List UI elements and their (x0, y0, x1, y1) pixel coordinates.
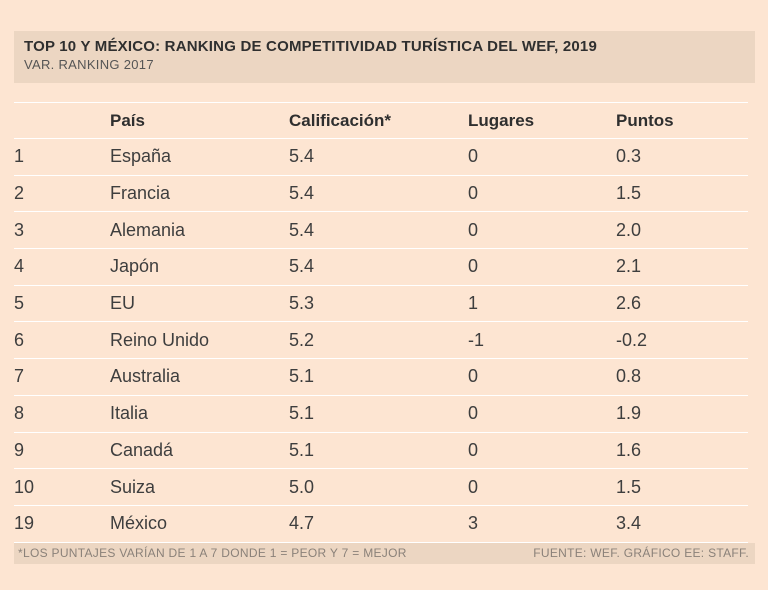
column-header-lugares: Lugares (468, 102, 616, 139)
score-cell: 5.1 (289, 395, 468, 433)
country-cell: Reino Unido (110, 321, 289, 360)
score-cell: 5.1 (289, 432, 468, 470)
table-row: 3 Alemania 5.4 0 2.0 (14, 211, 748, 250)
table-row: 5 EU 5.3 1 2.6 (14, 285, 748, 323)
points-cell: 0.8 (616, 358, 748, 396)
places-cell: 1 (468, 285, 616, 323)
score-cell: 5.1 (289, 358, 468, 396)
country-cell: EU (110, 285, 289, 323)
places-cell: 0 (468, 395, 616, 433)
column-header-calificacion: Calificación* (289, 102, 468, 139)
points-cell: -0.2 (616, 321, 748, 360)
score-cell: 5.4 (289, 248, 468, 286)
points-cell: 2.0 (616, 211, 748, 250)
rank-cell: 8 (14, 395, 110, 433)
table-row: 10 Suiza 5.0 0 1.5 (14, 468, 748, 506)
places-cell: -1 (468, 321, 616, 360)
table-body: 1 España 5.4 0 0.3 2 Francia 5.4 0 1.5 3 Alemania 5.… (14, 138, 748, 543)
table-row: 19 México 4.7 3 3.4 (14, 505, 748, 543)
score-cell: 5.2 (289, 321, 468, 360)
country-cell: España (110, 138, 289, 176)
table-row: 6 Reino Unido 5.2 -1 -0.2 (14, 321, 748, 360)
places-cell: 0 (468, 175, 616, 213)
table-row: 7 Australia 5.1 0 0.8 (14, 358, 748, 396)
rank-cell: 2 (14, 175, 110, 213)
rank-cell: 19 (14, 505, 110, 543)
chart-footer: *LOS PUNTAJES VARÍAN DE 1 A 7 DONDE 1 = … (14, 543, 755, 564)
rank-cell: 9 (14, 432, 110, 470)
places-cell: 0 (468, 211, 616, 250)
rank-cell: 4 (14, 248, 110, 286)
table-header-row: País Calificación* Lugares Puntos (14, 102, 748, 139)
places-cell: 3 (468, 505, 616, 543)
country-cell: México (110, 505, 289, 543)
score-cell: 4.7 (289, 505, 468, 543)
country-cell: Japón (110, 248, 289, 286)
places-cell: 0 (468, 468, 616, 506)
points-cell: 0.3 (616, 138, 748, 176)
points-cell: 2.6 (616, 285, 748, 323)
table-row: 1 España 5.4 0 0.3 (14, 138, 748, 176)
points-cell: 3.4 (616, 505, 748, 543)
score-cell: 5.0 (289, 468, 468, 506)
score-cell: 5.4 (289, 211, 468, 250)
score-cell: 5.3 (289, 285, 468, 323)
rank-cell: 3 (14, 211, 110, 250)
source-credit: FUENTE: WEF. GRÁFICO EE: STAFF. (533, 546, 749, 560)
country-cell: Italia (110, 395, 289, 433)
places-cell: 0 (468, 248, 616, 286)
footnote: *LOS PUNTAJES VARÍAN DE 1 A 7 DONDE 1 = … (18, 546, 407, 560)
points-cell: 1.9 (616, 395, 748, 433)
country-cell: Canadá (110, 432, 289, 470)
places-cell: 0 (468, 432, 616, 470)
places-cell: 0 (468, 358, 616, 396)
places-cell: 0 (468, 138, 616, 176)
chart-header: TOP 10 Y MÉXICO: RANKING DE COMPETITIVID… (14, 31, 755, 83)
score-cell: 5.4 (289, 175, 468, 213)
chart-title: TOP 10 Y MÉXICO: RANKING DE COMPETITIVID… (24, 38, 598, 55)
column-header-rank (14, 102, 110, 139)
points-cell: 2.1 (616, 248, 748, 286)
chart-subtitle: VAR. RANKING 2017 (24, 57, 154, 72)
country-cell: Francia (110, 175, 289, 213)
rank-cell: 1 (14, 138, 110, 176)
country-cell: Australia (110, 358, 289, 396)
table-row: 9 Canadá 5.1 0 1.6 (14, 432, 748, 470)
table-row: 4 Japón 5.4 0 2.1 (14, 248, 748, 286)
country-cell: Alemania (110, 211, 289, 250)
points-cell: 1.5 (616, 468, 748, 506)
points-cell: 1.5 (616, 175, 748, 213)
rank-cell: 7 (14, 358, 110, 396)
table-row: 8 Italia 5.1 0 1.9 (14, 395, 748, 433)
ranking-table: País Calificación* Lugares Puntos 1 Españ… (14, 102, 748, 543)
column-header-puntos: Puntos (616, 102, 748, 139)
table-row: 2 Francia 5.4 0 1.5 (14, 175, 748, 213)
rank-cell: 10 (14, 468, 110, 506)
rank-cell: 5 (14, 285, 110, 323)
country-cell: Suiza (110, 468, 289, 506)
column-header-pais: País (110, 102, 289, 139)
points-cell: 1.6 (616, 432, 748, 470)
rank-cell: 6 (14, 321, 110, 360)
score-cell: 5.4 (289, 138, 468, 176)
